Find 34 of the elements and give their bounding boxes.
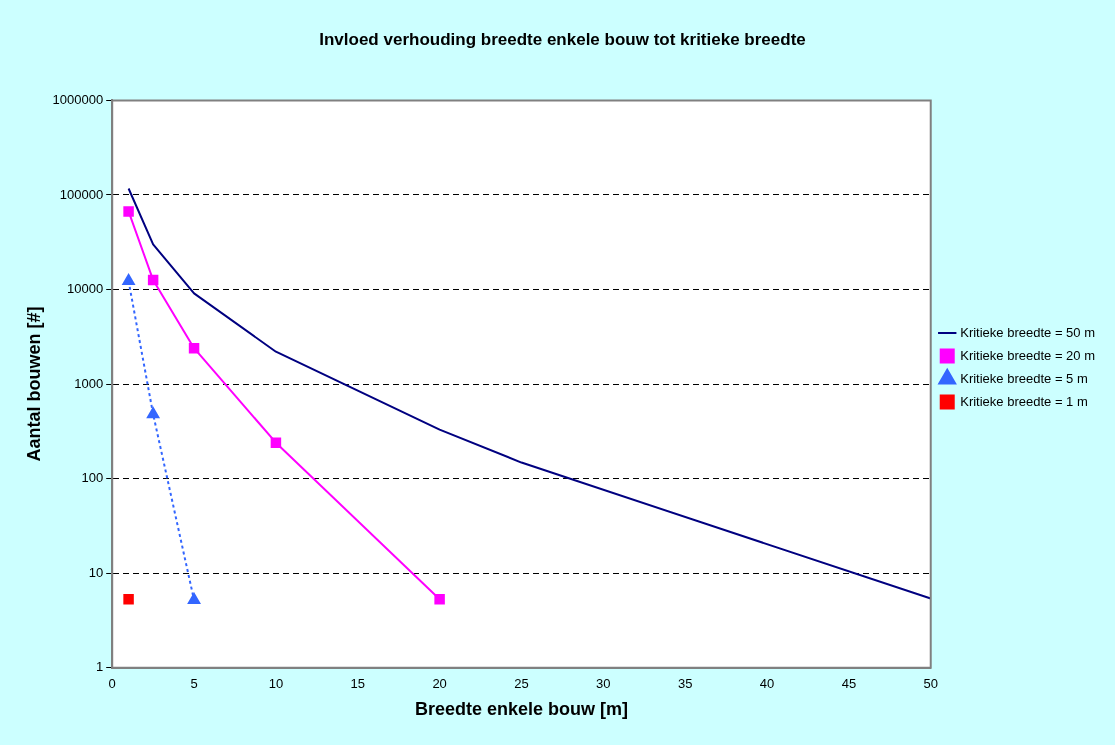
x-tick-label: 15 bbox=[350, 676, 365, 692]
y-tick-label: 10 bbox=[88, 564, 104, 580]
point bbox=[187, 593, 201, 605]
y-tick-label: 100000 bbox=[59, 186, 104, 202]
point bbox=[147, 274, 159, 286]
point bbox=[146, 407, 160, 419]
point bbox=[270, 437, 282, 448]
y-tick-label: 1 bbox=[95, 659, 104, 675]
chart-title: Invloed verhouding breedte enkele bouw tot kritieke breedte bbox=[319, 29, 806, 49]
point bbox=[188, 342, 200, 354]
x-tick-label: 35 bbox=[677, 676, 693, 692]
y-tick-label: 1000 bbox=[74, 375, 104, 391]
y-axis-title: Aantal bouwen [#] bbox=[23, 306, 44, 462]
x-tick-label: 10 bbox=[268, 676, 284, 692]
legend-label: Kritieke breedte = 1 m bbox=[960, 393, 1088, 409]
x-tick-label: 25 bbox=[514, 676, 529, 692]
y-tick-label: 100 bbox=[81, 470, 104, 486]
legend-label: Kritieke breedte = 50 m bbox=[960, 324, 1096, 340]
x-tick-label: 20 bbox=[432, 676, 447, 692]
x-tick-label: 40 bbox=[759, 676, 775, 692]
y-tick-label: 10000 bbox=[67, 281, 104, 297]
x-tick-label: 50 bbox=[923, 676, 938, 692]
legend-label: Kritieke breedte = 20 m bbox=[960, 347, 1096, 363]
x-tick-label: 45 bbox=[841, 676, 857, 692]
x-tick-label: 0 bbox=[108, 676, 116, 692]
x-axis-title: Breedte enkele bouw [m] bbox=[414, 699, 628, 720]
y-tick-label: 1000000 bbox=[52, 91, 104, 107]
point bbox=[123, 594, 134, 605]
point bbox=[123, 206, 134, 217]
point bbox=[122, 274, 135, 286]
x-tick-label: 30 bbox=[596, 676, 611, 692]
point bbox=[434, 594, 445, 605]
x-tick-label: 5 bbox=[190, 676, 198, 692]
legend-label: Kritieke breedte = 5 m bbox=[960, 370, 1088, 386]
